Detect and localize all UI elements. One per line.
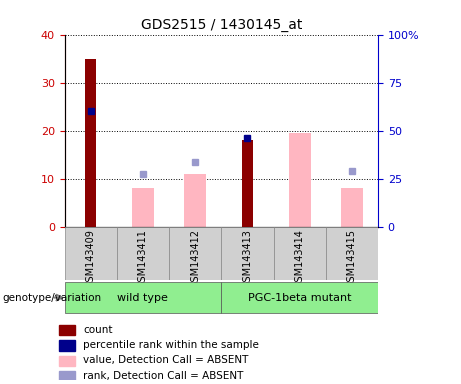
Bar	[59, 340, 75, 351]
Bar	[85, 59, 96, 227]
Bar	[221, 227, 273, 280]
Text: GSM143411: GSM143411	[138, 229, 148, 288]
Text: GSM143414: GSM143414	[295, 229, 305, 288]
Text: GSM143412: GSM143412	[190, 229, 200, 288]
Bar	[289, 133, 311, 227]
Text: percentile rank within the sample: percentile rank within the sample	[83, 340, 259, 350]
Title: GDS2515 / 1430145_at: GDS2515 / 1430145_at	[141, 18, 302, 32]
Bar	[184, 174, 206, 227]
Bar	[117, 227, 169, 280]
Text: genotype/variation: genotype/variation	[2, 293, 101, 303]
Bar	[65, 282, 221, 313]
Text: GSM143413: GSM143413	[242, 229, 253, 288]
Bar	[59, 371, 75, 381]
Text: wild type: wild type	[118, 293, 168, 303]
Bar	[273, 227, 326, 280]
Bar	[242, 140, 253, 227]
Text: PGC-1beta mutant: PGC-1beta mutant	[248, 293, 351, 303]
Text: GSM143409: GSM143409	[86, 229, 96, 288]
Bar	[341, 188, 363, 227]
Bar	[132, 188, 154, 227]
Text: count: count	[83, 325, 112, 335]
Bar	[59, 356, 75, 366]
Bar	[221, 282, 378, 313]
Text: rank, Detection Call = ABSENT: rank, Detection Call = ABSENT	[83, 371, 243, 381]
Text: GSM143415: GSM143415	[347, 229, 357, 288]
Bar	[169, 227, 221, 280]
Bar	[326, 227, 378, 280]
Bar	[59, 325, 75, 335]
Text: value, Detection Call = ABSENT: value, Detection Call = ABSENT	[83, 356, 248, 366]
Bar	[65, 227, 117, 280]
